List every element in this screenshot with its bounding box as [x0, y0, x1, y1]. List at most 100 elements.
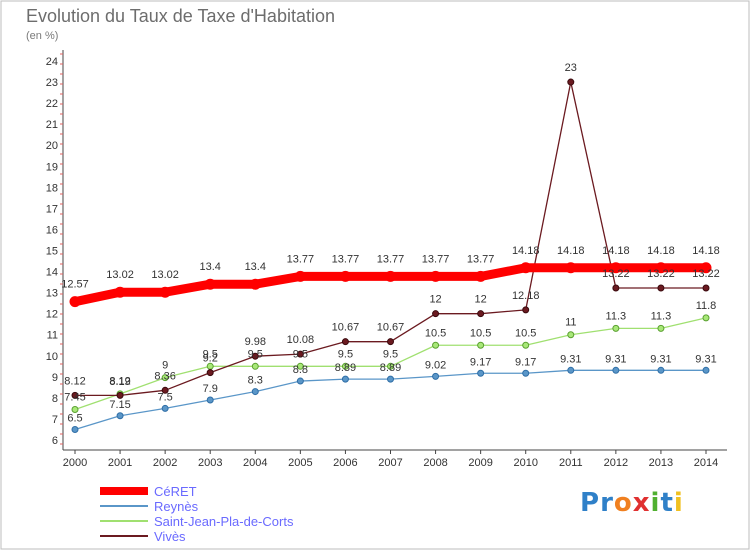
logo-letter: i: [650, 488, 661, 518]
series-1-point: [565, 262, 577, 274]
data-label: 13.77: [287, 253, 315, 265]
x-tick-label: 2004: [243, 457, 267, 469]
series-4-point: [702, 284, 710, 292]
data-label: 9.5: [293, 348, 308, 360]
y-tick-label: 22: [46, 98, 58, 110]
y-tick-label: 18: [46, 182, 58, 194]
data-label: 14.18: [692, 245, 720, 257]
series-3-point: [567, 331, 575, 339]
y-tick-label: 23: [46, 77, 58, 89]
data-label: 13.22: [692, 268, 720, 280]
data-label: 23: [565, 62, 577, 74]
series-1-point: [385, 270, 396, 282]
logo-letter: x: [632, 488, 651, 518]
y-tick-label: 14: [46, 267, 58, 279]
series-4-point: [161, 386, 169, 394]
data-label: 14.18: [512, 245, 540, 257]
x-tick-label: 2003: [198, 457, 222, 469]
data-label: 11.3: [651, 310, 672, 322]
series-4-point: [341, 338, 349, 346]
data-label: 6.5: [67, 412, 82, 424]
y-tick-label: 7: [52, 414, 58, 426]
legend-entry: Reynès: [154, 499, 199, 514]
data-label: 12.18: [512, 290, 540, 302]
x-tick-label: 2013: [649, 457, 673, 469]
data-label: 13.77: [332, 253, 360, 265]
series-1-point: [204, 278, 216, 290]
data-label: 9.17: [515, 356, 536, 368]
data-label: 8.12: [109, 375, 130, 387]
data-label: 8.19: [109, 376, 130, 388]
x-tick-label: 2009: [468, 457, 492, 469]
y-tick-label: 9: [52, 372, 58, 384]
data-label: 7.9: [203, 383, 218, 395]
series-1-point: [114, 286, 126, 298]
series-3-point: [296, 362, 304, 370]
chart-unit-label: (en %): [26, 30, 59, 42]
series-2-point: [477, 369, 485, 377]
series-3-point: [161, 374, 169, 382]
series-3-point: [477, 341, 485, 349]
y-tick-label: 19: [46, 161, 58, 173]
data-label: 13.4: [200, 261, 221, 273]
data-label: 8.8: [293, 364, 308, 376]
logo-letter: r: [600, 488, 614, 518]
series-2-point: [116, 412, 124, 420]
data-label: 9: [162, 360, 168, 372]
data-label: 12.57: [61, 279, 89, 291]
series-3-point: [71, 405, 79, 413]
y-tick-label: 10: [46, 351, 58, 363]
data-label: 14.18: [557, 245, 585, 257]
data-label: 8.12: [64, 375, 85, 387]
x-tick-label: 2014: [694, 457, 718, 469]
series-1-point: [700, 262, 712, 274]
y-tick-label: 13: [46, 288, 58, 300]
data-label: 7.45: [64, 391, 85, 403]
series-4-point: [71, 391, 79, 399]
x-tick-label: 2007: [378, 457, 402, 469]
proxiti-logo: Proxiti: [580, 488, 684, 518]
data-label: 8.36: [154, 370, 175, 382]
series-4-point: [251, 352, 259, 360]
series-2-point: [71, 425, 79, 433]
series-2-point: [161, 404, 169, 412]
logo-letter: o: [613, 488, 633, 518]
data-label: 9.02: [425, 359, 446, 371]
data-label: 11: [565, 317, 576, 329]
data-label: 13.02: [106, 269, 134, 281]
series-1-point: [294, 270, 306, 282]
series-3-point: [387, 362, 394, 370]
series-4-point: [116, 391, 124, 399]
data-label: 12: [429, 294, 441, 306]
data-label: 10.67: [332, 322, 360, 334]
data-label: 7.5: [157, 391, 172, 403]
data-label: 10.08: [287, 334, 315, 346]
legend-entry: Saint-Jean-Pla-de-Corts: [154, 514, 294, 529]
logo-letter: P: [580, 488, 601, 518]
series-2-point: [657, 366, 665, 374]
y-tick-label: 21: [46, 119, 58, 131]
data-label: 13.02: [151, 269, 179, 281]
data-label: 10.5: [515, 327, 536, 339]
data-label: 9.5: [203, 348, 218, 360]
series-1-point: [655, 262, 667, 274]
data-label: 13.22: [602, 268, 630, 280]
series-2-point: [296, 377, 304, 385]
logo-letter: i: [673, 488, 684, 518]
logo-letter: t: [660, 488, 674, 518]
series-1-point: [249, 278, 261, 290]
data-label: 8.89: [380, 362, 401, 374]
series-3-point: [522, 341, 530, 349]
series-4-point: [567, 78, 575, 86]
series-2-point: [341, 375, 349, 383]
series-3-point: [251, 362, 259, 370]
data-label: 13.22: [647, 268, 675, 280]
series-3-point: [702, 314, 710, 322]
series-4-point: [206, 369, 214, 377]
y-tick-label: 20: [46, 140, 58, 152]
data-label: 13.77: [377, 253, 405, 265]
y-tick-label: 17: [46, 203, 58, 215]
legend-entry: CéRET: [154, 484, 197, 499]
